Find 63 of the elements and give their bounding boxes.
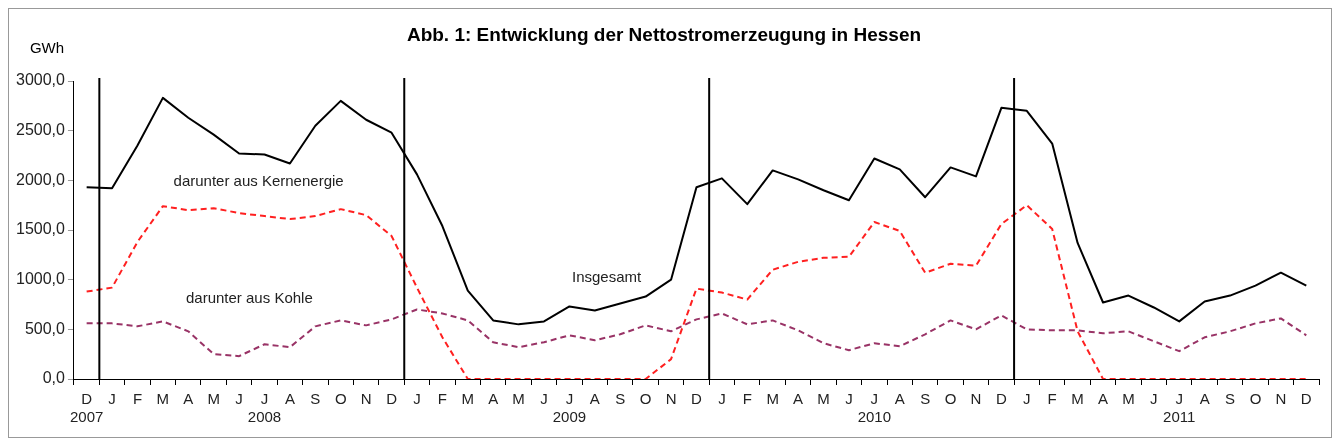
line-series [85, 308, 1308, 358]
y-tick-label: 2000,0 [16, 170, 66, 188]
x-tick-label: N [970, 390, 982, 408]
series-label: darunter aus Kernenergie [173, 172, 344, 190]
x-tick-label: J [1150, 390, 1158, 408]
line-series [85, 204, 1308, 379]
x-tick-label: O [639, 390, 652, 408]
x-tick-label: J [108, 390, 116, 408]
y-tick-label: 1500,0 [16, 220, 66, 238]
x-tick-label: N [1275, 390, 1287, 408]
x-tick-label: M [461, 390, 475, 408]
x-tick-label: D 2007 [69, 390, 104, 426]
x-tick-label: F [742, 390, 752, 408]
x-tick-label: A [183, 390, 194, 408]
x-tick-label: D [386, 390, 398, 408]
x-tick-label: A [589, 390, 600, 408]
x-tick-label: J [845, 390, 853, 408]
x-tick-label: S [310, 390, 321, 408]
x-tick-label: J 2010 [857, 390, 892, 426]
y-tick-label: 500,0 [24, 319, 66, 337]
x-tick-label: M [156, 390, 170, 408]
x-tick-label: J 2009 [552, 390, 587, 426]
x-tick-label: M [207, 390, 220, 408]
x-tick-label: N [665, 390, 677, 408]
x-tick-label: M [817, 390, 830, 408]
x-tick-label: M [766, 390, 779, 408]
x-tick-label: O [1249, 390, 1262, 408]
x-tick-label: A [284, 390, 295, 408]
x-tick-label: J [718, 390, 726, 408]
x-tick-label: D [1300, 390, 1312, 408]
x-tick-label: D [691, 390, 703, 408]
x-tick-label: N [360, 390, 372, 408]
x-tick-label: J [1023, 390, 1031, 408]
x-tick-label: S [615, 390, 626, 408]
x-tick-label: O [944, 390, 957, 408]
series-label: Insgesamt [571, 267, 642, 285]
x-tick-label: J [413, 390, 421, 408]
y-tick-label: 2500,0 [16, 121, 66, 139]
x-tick-label: A [1199, 390, 1210, 408]
x-tick-label: J [235, 390, 243, 408]
x-tick-label: J [540, 390, 548, 408]
x-tick-label: A [488, 390, 499, 408]
x-tick-label: F [437, 390, 447, 408]
x-tick-label: M [512, 390, 525, 408]
x-tick-label: F [1047, 390, 1057, 408]
x-tick-label: O [334, 390, 347, 408]
y-tick-label: 0,0 [42, 369, 66, 387]
x-tick-label: M [1122, 390, 1135, 408]
x-tick-label: A [1098, 390, 1109, 408]
x-tick-label: F [132, 390, 143, 408]
x-tick-label: S [1225, 390, 1236, 408]
y-axis-title: GWh [29, 39, 65, 57]
x-tick-label: D [995, 390, 1007, 408]
series-label: darunter aus Kohle [185, 288, 313, 306]
x-tick-label: S [920, 390, 931, 408]
chart-title: Abb. 1: Entwicklung der Nettostromerzeugung in Hessen [406, 24, 922, 46]
x-tick-label: A [793, 390, 804, 408]
x-tick-label: A [894, 390, 905, 408]
y-tick-label: 3000,0 [16, 71, 66, 89]
x-tick-label: J 2011 [1163, 390, 1196, 426]
x-tick-label: M [1071, 390, 1084, 408]
y-tick-label: 1000,0 [16, 270, 66, 288]
x-tick-label: J 2008 [247, 390, 282, 426]
